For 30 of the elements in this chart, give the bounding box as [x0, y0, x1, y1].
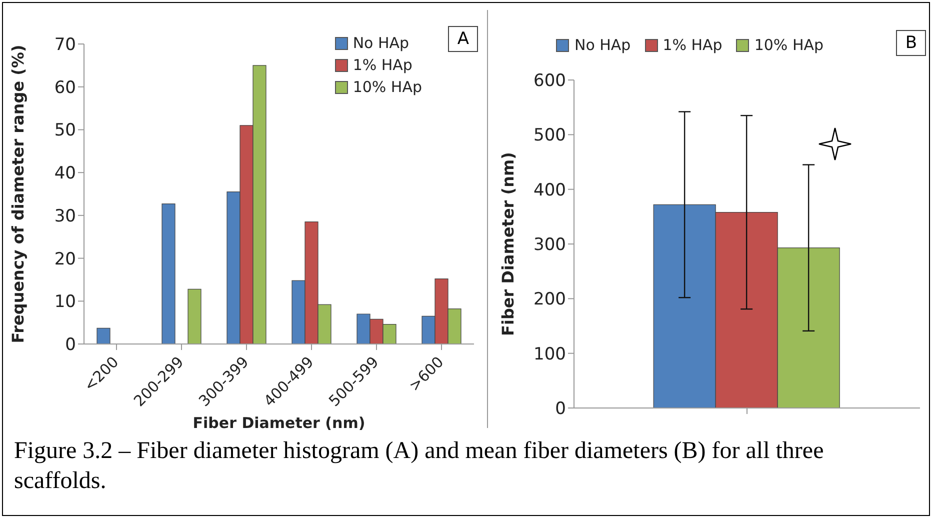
bar [188, 288, 202, 344]
legend-label: No HAp [574, 36, 631, 54]
y-axis-title: Frequency of diameter range (%) [8, 44, 28, 344]
y-tick-label: 20 [54, 249, 76, 270]
y-axis-title: Fiber Diameter (nm) [498, 152, 518, 336]
y-tick-label: 300 [534, 235, 566, 256]
y-tick-label: 0 [65, 335, 76, 356]
y-tick-label: 60 [54, 78, 76, 98]
y-tick-label: 500 [534, 126, 566, 146]
legend-label: 10% HAp [352, 78, 422, 96]
y-tick-label: 40 [54, 164, 76, 184]
legend-label: No HAp [352, 34, 410, 52]
chart-title: A [448, 26, 478, 52]
legend-label: 1% HAp [352, 56, 412, 74]
x-axis-title: Fiber Diameter (nm) [192, 414, 366, 432]
legend-label: 10% HAp [754, 36, 824, 54]
chart-title: B [896, 30, 926, 56]
y-tick-label: 0 [555, 399, 566, 420]
legend-label: 1% HAp [662, 36, 722, 54]
bar [96, 328, 110, 344]
y-tick-label: 100 [534, 344, 566, 364]
y-tick-label: 30 [54, 206, 76, 226]
y-tick-label: 70 [54, 35, 76, 56]
bar [162, 204, 176, 344]
y-tick-label: 50 [54, 120, 76, 141]
y-tick-label: 400 [534, 180, 566, 200]
caption: Figure 3.2 – Fiber diameter histogram (A) and mean fiber diameters (B) for all three scaffolds. [14, 437, 825, 496]
y-tick-label: 200 [534, 290, 566, 310]
y-tick-label: 10 [54, 292, 76, 312]
y-tick-label: 600 [534, 71, 566, 92]
